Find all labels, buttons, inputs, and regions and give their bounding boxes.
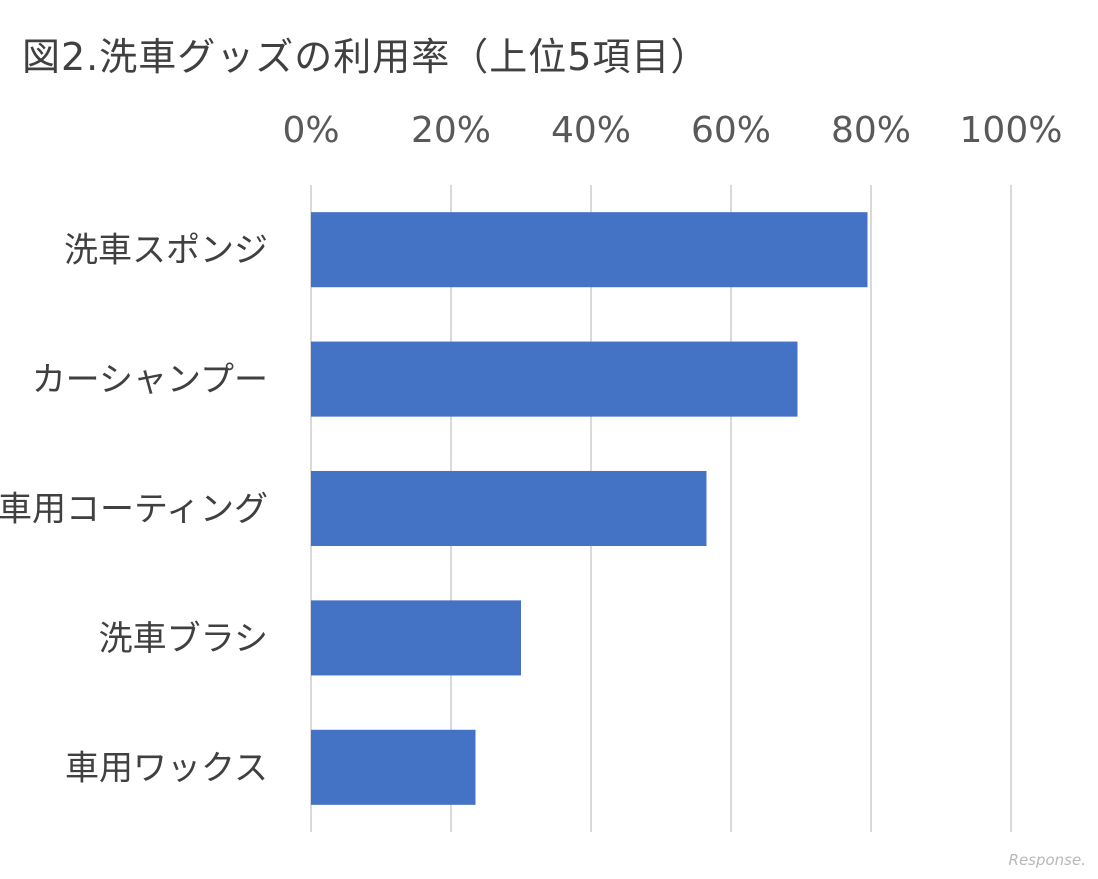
bar [311,212,868,288]
x-tick-label: 60% [691,110,771,151]
category-label: カーシャンプー [32,360,268,400]
chart-title: 図2.洗車グッズの利用率（上位5項目） [22,35,710,79]
bar [311,341,798,417]
x-tick-label: 100% [960,110,1063,151]
x-tick-label: 80% [831,110,911,151]
watermark-logo: Response. [1008,851,1086,869]
bar [311,729,476,805]
category-label: 洗車ブラシ [99,619,268,659]
category-label: 洗車スポンジ [64,231,268,271]
x-tick-label: 20% [411,110,491,151]
category-label: 車用ワックス [65,748,268,788]
x-tick-label: 40% [551,110,631,151]
bar [311,470,707,547]
x-tick-label: 0% [282,110,339,151]
category-label: 車用コーティング [0,490,268,530]
bar [311,600,521,676]
